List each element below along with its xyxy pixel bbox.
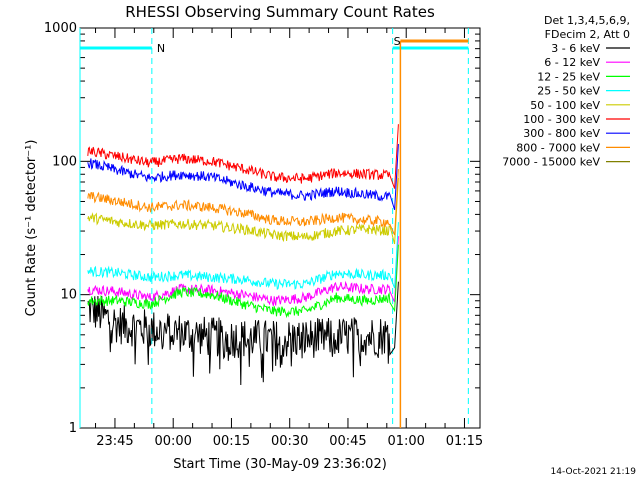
y-tick-label: 1	[69, 421, 77, 436]
timestamp: 14-Oct-2021 21:19	[551, 467, 637, 477]
x-tick-label: 01:15	[446, 434, 483, 449]
series-line	[87, 244, 399, 319]
x-tick-label: 01:00	[387, 434, 424, 449]
y-axis-label: Count Rate (s⁻¹ detector⁻¹)	[24, 140, 39, 317]
legend-header-line-2: FDecim 2, Att 0	[545, 28, 630, 41]
chart-title: RHESSI Observing Summary Count Rates	[125, 3, 435, 21]
y-tick-label: 1000	[44, 21, 77, 36]
legend-label: 25 - 50 keV	[537, 85, 600, 98]
legend-header-line-1: Det 1,3,4,5,6,9,	[544, 14, 630, 27]
x-tick-label: 23:45	[96, 434, 133, 449]
x-axis-label: Start Time (30-May-09 23:36:02)	[173, 457, 387, 472]
legend-label: 6 - 12 keV	[544, 56, 600, 69]
x-tick-label: 00:30	[271, 434, 308, 449]
legend-label: 100 - 300 keV	[523, 113, 600, 126]
legend-label: 800 - 7000 keV	[516, 141, 600, 154]
series-line	[87, 177, 399, 245]
legend-label: 12 - 25 keV	[537, 70, 600, 83]
legend-label: 50 - 100 keV	[530, 99, 600, 112]
saa-flag-label: S	[394, 35, 401, 48]
x-tick-label: 00:45	[329, 434, 366, 449]
plot-frame	[79, 27, 481, 429]
series-line	[87, 143, 399, 211]
x-tick-label: 00:15	[213, 434, 250, 449]
y-tick-label: 10	[60, 288, 77, 303]
legend-label: 3 - 6 keV	[551, 42, 600, 55]
legend-label: 300 - 800 keV	[523, 127, 600, 140]
series-line	[87, 222, 399, 291]
series-line	[87, 124, 399, 189]
series-line	[87, 169, 399, 236]
series-line	[87, 236, 399, 306]
night-flag-label: N	[157, 42, 165, 55]
y-tick-label: 100	[52, 154, 77, 169]
legend-label: 7000 - 15000 keV	[502, 156, 600, 169]
x-tick-label: 00:00	[154, 434, 191, 449]
series-line	[87, 281, 399, 386]
